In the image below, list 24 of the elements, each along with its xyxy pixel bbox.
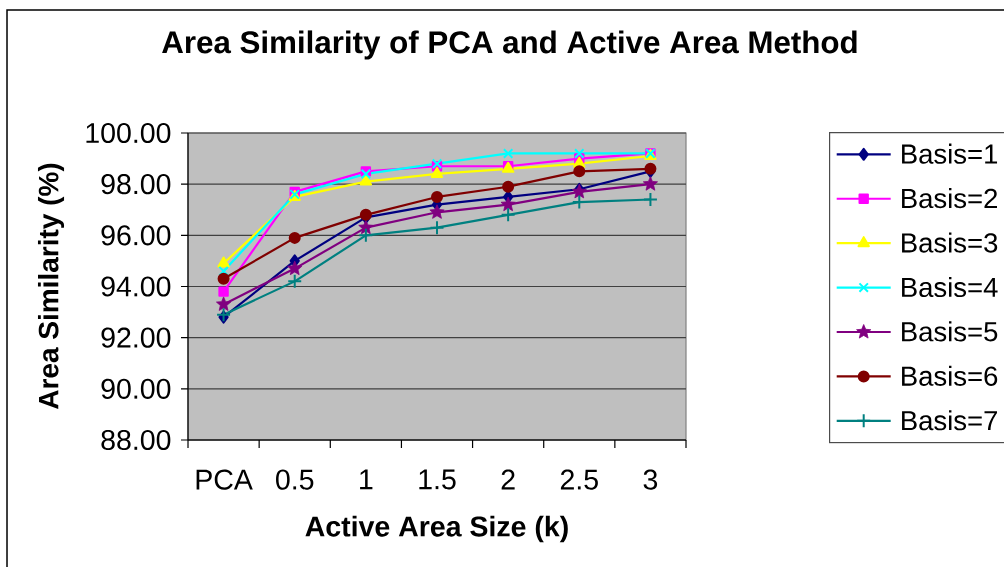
x-tick-label: 0.5 [276, 469, 314, 490]
x-tick-label: 2.5 [560, 469, 598, 490]
y-tick-label: 100.00 [86, 122, 171, 144]
legend-label: Basis=1 [902, 143, 998, 164]
y-tick-label: 94.00 [101, 276, 171, 297]
y-tick-label: 88.00 [101, 429, 171, 451]
legend-label: Basis=3 [902, 232, 998, 253]
chart-title: Area Similarity of PCA and Active Area Method [162, 30, 857, 60]
legend-label: Basis=5 [902, 321, 998, 342]
legend-label: Basis=6 [902, 365, 998, 386]
x-tick-label: 2 [501, 469, 515, 490]
legend-label: Basis=7 [902, 410, 998, 431]
x-tick-label: 3 [643, 469, 658, 490]
legend-label: Basis=4 [902, 276, 998, 298]
y-tick-label: 96.00 [101, 225, 171, 246]
x-axis-title: Active Area Size (k) [305, 515, 568, 543]
x-tick-label: 1.5 [419, 469, 456, 490]
y-axis-title: Area Similarity (%) [37, 163, 65, 410]
x-tick-label: 1 [360, 469, 373, 490]
x-tick-label: PCA [196, 469, 253, 490]
y-tick-label: 98.00 [101, 174, 171, 195]
y-tick-label: 90.00 [101, 378, 171, 399]
y-tick-label: 92.00 [101, 327, 171, 348]
legend-label: Basis=2 [902, 188, 998, 209]
